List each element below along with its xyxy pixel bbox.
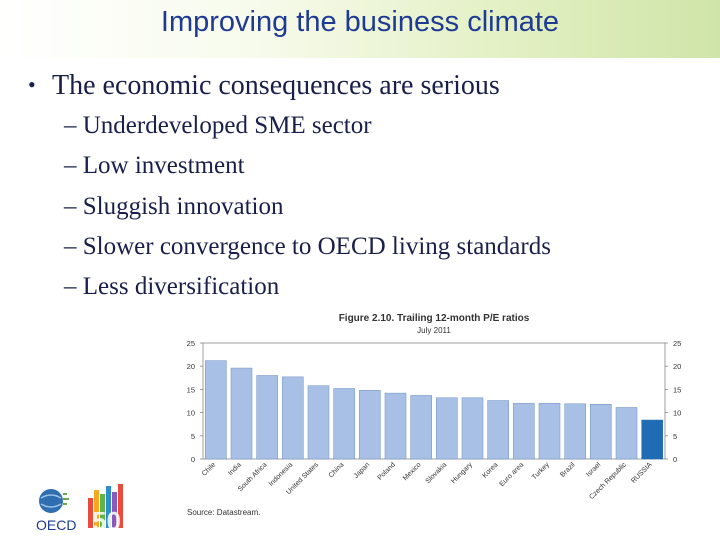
pe-ratio-chart: Figure 2.10. Trailing 12-month P/E ratio… — [187, 313, 682, 501]
bullet-dot-icon: • — [28, 72, 36, 97]
bar — [230, 367, 253, 460]
x-tick-label: Turkey — [531, 461, 551, 481]
y-tick-label-left: 5 — [191, 432, 195, 441]
y-tick-label-right: 25 — [673, 339, 681, 348]
y-tick-label-right: 20 — [673, 362, 681, 371]
main-bullet: • The economic consequences are serious — [28, 70, 500, 102]
bar — [487, 400, 509, 460]
sub-bullet: – Slower convergence to OECD living stan… — [64, 233, 551, 260]
x-tick-label: Chile — [201, 461, 217, 477]
sub-bullet: – Low investment — [64, 152, 245, 179]
sub-bullet: – Sluggish innovation — [64, 193, 284, 220]
plot-frame — [202, 342, 666, 460]
x-tick-label: Indonesia — [268, 461, 294, 487]
bar — [256, 375, 278, 460]
x-tick-label: Israel — [585, 461, 602, 478]
y-tick-label-left: 20 — [187, 362, 195, 371]
x-tick-label: Korea — [481, 461, 499, 479]
bar — [590, 403, 612, 460]
x-tick-label: Poland — [377, 461, 397, 481]
bar — [615, 407, 638, 460]
bar — [461, 397, 484, 460]
y-tick-label-left: 0 — [191, 455, 195, 464]
y-tick-label-right: 15 — [673, 385, 681, 394]
y-tick-label-left: 25 — [187, 339, 195, 348]
sub-bullet: – Underdeveloped SME sector — [64, 112, 372, 139]
bar — [538, 403, 561, 460]
bar — [410, 395, 432, 460]
title-band — [0, 0, 720, 58]
bar — [384, 392, 407, 460]
chart-source: Source: Datastream. — [187, 508, 261, 517]
x-tick-label: Brazil — [559, 461, 577, 479]
sub-bullet: – Less diversification — [64, 273, 280, 300]
x-tick-label: India — [227, 461, 243, 477]
x-tick-label: RUSSIA — [630, 461, 654, 485]
main-bullet-text: The economic consequences are serious — [52, 70, 500, 101]
x-tick-label: Japan — [353, 461, 372, 480]
bar — [564, 403, 586, 460]
bar — [205, 360, 227, 460]
bar — [436, 397, 458, 460]
bar — [282, 376, 304, 460]
x-tick-label: Mexico — [402, 461, 423, 482]
y-tick-label-right: 5 — [673, 432, 677, 441]
y-tick-label-right: 0 — [673, 455, 677, 464]
bar — [513, 403, 535, 460]
x-tick-label: Slovakia — [425, 461, 449, 485]
logo-text: OECD — [36, 517, 76, 532]
y-tick-label-left: 15 — [187, 385, 195, 394]
oecd-50-logo: OECD 50 — [36, 484, 123, 532]
x-tick-label: Euro area — [499, 461, 526, 488]
bar — [307, 385, 330, 460]
slide-title: Improving the business climate — [160, 6, 560, 38]
globe-icon — [39, 489, 63, 513]
bar — [333, 388, 355, 460]
logo-number: 50 — [92, 506, 121, 532]
y-tick-label-left: 10 — [187, 409, 195, 418]
x-tick-label: China — [328, 461, 346, 479]
chart-subtitle: July 2011 — [417, 326, 451, 335]
bar — [359, 390, 381, 460]
x-tick-label: Hungary — [450, 461, 474, 485]
chart-title: Figure 2.10. Trailing 12-month P/E ratio… — [339, 313, 530, 324]
bar — [641, 419, 663, 460]
y-tick-label-right: 10 — [673, 409, 681, 418]
